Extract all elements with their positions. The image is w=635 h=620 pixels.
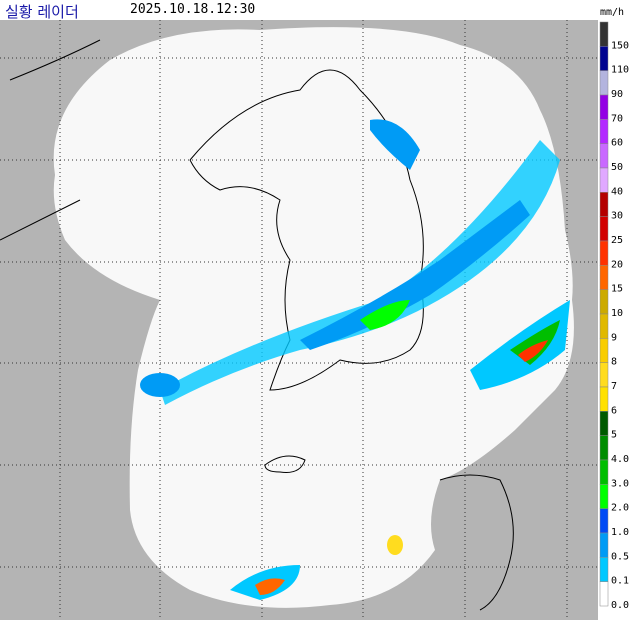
rain-echoes — [140, 119, 570, 600]
title: 실황 레이더 — [5, 3, 79, 21]
legend-swatch — [599, 46, 609, 71]
legend-label: 90 — [611, 89, 623, 100]
legend-swatch — [599, 557, 609, 582]
legend-swatch — [599, 411, 609, 436]
legend-swatch — [599, 313, 609, 339]
legend-label: 8 — [611, 357, 617, 368]
legend-swatch — [599, 21, 609, 47]
legend-label: 10 — [611, 308, 623, 319]
legend-swatch — [599, 532, 609, 558]
legend-swatch — [599, 459, 609, 485]
legend-label: 5 — [611, 430, 617, 441]
legend-unit: mm/h — [600, 7, 624, 18]
legend-label: 20 — [611, 259, 623, 270]
legend-swatch — [599, 192, 609, 217]
legend-swatch — [599, 240, 609, 266]
legend-label: 0.0 — [611, 600, 629, 611]
legend-label: 150 — [611, 40, 629, 51]
legend-swatch — [599, 581, 609, 607]
legend-swatch — [599, 508, 609, 534]
legend-label: 15 — [611, 284, 623, 295]
legend-label: 9 — [611, 332, 617, 343]
legend-swatch — [599, 362, 609, 388]
legend-swatch — [599, 265, 609, 290]
legend-label: 40 — [611, 186, 623, 197]
legend-label: 6 — [611, 405, 617, 416]
legend-swatch — [599, 435, 609, 461]
legend-label: 4.0 — [611, 454, 629, 465]
legend-swatch — [599, 143, 609, 169]
legend-label: 30 — [611, 211, 623, 222]
legend-label: 1.0 — [611, 527, 629, 538]
legend-swatch — [599, 386, 609, 412]
radar-coverage — [53, 27, 574, 608]
legend-label: 50 — [611, 162, 623, 173]
legend-label: 25 — [611, 235, 623, 246]
legend-label: 70 — [611, 113, 623, 124]
legend-label: 0.5 — [611, 551, 629, 562]
legend-swatch — [599, 484, 609, 509]
legend-swatch — [599, 167, 609, 193]
coastline — [0, 39, 514, 611]
legend-swatch — [599, 94, 609, 120]
legend-label: 0.1 — [611, 576, 629, 587]
legend-label: 7 — [611, 381, 617, 392]
legend-label: 2.0 — [611, 503, 629, 514]
legend-swatch — [599, 70, 609, 96]
legend-label: 60 — [611, 138, 623, 149]
legend-label: 3.0 — [611, 478, 629, 489]
legend-swatch — [599, 119, 609, 144]
timestamp: 2025.10.18.12:30 — [130, 2, 256, 17]
legend-swatch — [599, 289, 609, 315]
legend-label: 110 — [611, 65, 629, 76]
legend-swatch — [599, 338, 609, 363]
legend-swatch — [599, 216, 609, 242]
